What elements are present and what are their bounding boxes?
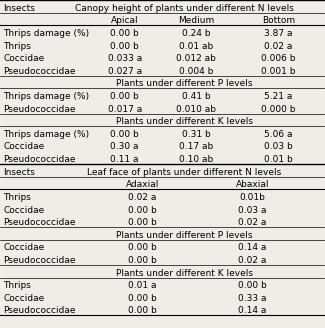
Text: 0.01b: 0.01b: [240, 193, 266, 202]
Text: 0.017 a: 0.017 a: [108, 105, 142, 113]
Text: 0.31 b: 0.31 b: [182, 130, 210, 139]
Text: 0.001 b: 0.001 b: [261, 67, 296, 76]
Text: 0.41 b: 0.41 b: [182, 92, 210, 101]
Text: Adaxial: Adaxial: [126, 180, 159, 189]
Text: 0.17 ab: 0.17 ab: [179, 142, 213, 152]
Text: Thrips damage (%): Thrips damage (%): [3, 92, 89, 101]
Text: Bottom: Bottom: [262, 16, 295, 25]
Text: Abaxial: Abaxial: [236, 180, 269, 189]
Text: Coccidae: Coccidae: [3, 243, 45, 252]
Text: Thrips: Thrips: [3, 193, 31, 202]
Text: 0.01 b: 0.01 b: [264, 155, 293, 164]
Text: 0.11 a: 0.11 a: [111, 155, 139, 164]
Text: 0.00 b: 0.00 b: [110, 92, 139, 101]
Text: 5.21 a: 5.21 a: [264, 92, 293, 101]
Text: 0.012 ab: 0.012 ab: [176, 54, 216, 63]
Text: 0.00 b: 0.00 b: [110, 130, 139, 139]
Text: 0.033 a: 0.033 a: [108, 54, 142, 63]
Text: Pseudococcidae: Pseudococcidae: [3, 67, 76, 76]
Text: 0.02 a: 0.02 a: [239, 218, 267, 227]
Text: 0.03 b: 0.03 b: [264, 142, 293, 152]
Text: Plants under different P levels: Plants under different P levels: [116, 79, 253, 88]
Text: Plants under different K levels: Plants under different K levels: [116, 269, 253, 277]
Text: 0.000 b: 0.000 b: [261, 105, 296, 113]
Text: Pseudococcidae: Pseudococcidae: [3, 105, 76, 113]
Text: 0.00 b: 0.00 b: [128, 306, 157, 316]
Text: Thrips damage (%): Thrips damage (%): [3, 29, 89, 38]
Text: 0.10 ab: 0.10 ab: [179, 155, 213, 164]
Text: 0.00 b: 0.00 b: [128, 256, 157, 265]
Text: Coccidae: Coccidae: [3, 142, 45, 152]
Text: 0.004 b: 0.004 b: [179, 67, 213, 76]
Text: 0.00 b: 0.00 b: [110, 42, 139, 51]
Text: 3.87 a: 3.87 a: [264, 29, 293, 38]
Text: 0.00 b: 0.00 b: [128, 243, 157, 252]
Text: Plants under different K levels: Plants under different K levels: [116, 117, 253, 126]
Text: Coccidae: Coccidae: [3, 294, 45, 303]
Text: Plants under different P levels: Plants under different P levels: [116, 231, 253, 240]
Text: 0.00 b: 0.00 b: [110, 29, 139, 38]
Text: 0.03 a: 0.03 a: [238, 206, 267, 215]
Text: Thrips damage (%): Thrips damage (%): [3, 130, 89, 139]
Text: 0.006 b: 0.006 b: [261, 54, 296, 63]
Text: Thrips: Thrips: [3, 281, 31, 290]
Text: 5.06 a: 5.06 a: [264, 130, 293, 139]
Text: Canopy height of plants under different N levels: Canopy height of plants under different …: [75, 4, 294, 13]
Text: 0.24 b: 0.24 b: [182, 29, 210, 38]
Text: 0.14 a: 0.14 a: [239, 243, 267, 252]
Text: 0.00 b: 0.00 b: [128, 294, 157, 303]
Text: Apical: Apical: [111, 16, 138, 25]
Text: 0.30 a: 0.30 a: [111, 142, 139, 152]
Text: 0.010 ab: 0.010 ab: [176, 105, 216, 113]
Text: Thrips: Thrips: [3, 42, 31, 51]
Text: 0.00 b: 0.00 b: [128, 218, 157, 227]
Text: Insects: Insects: [3, 168, 35, 177]
Text: Pseudococcidae: Pseudococcidae: [3, 256, 76, 265]
Text: Medium: Medium: [178, 16, 214, 25]
Text: 0.33 a: 0.33 a: [238, 294, 267, 303]
Text: Insects: Insects: [3, 4, 35, 13]
Text: Leaf face of plants under different N levels: Leaf face of plants under different N le…: [87, 168, 282, 177]
Text: 0.02 a: 0.02 a: [128, 193, 157, 202]
Text: 0.00 b: 0.00 b: [128, 206, 157, 215]
Text: 0.027 a: 0.027 a: [108, 67, 142, 76]
Text: 0.14 a: 0.14 a: [239, 306, 267, 316]
Text: Coccidae: Coccidae: [3, 206, 45, 215]
Text: Pseudococcidae: Pseudococcidae: [3, 218, 76, 227]
Text: 0.00 b: 0.00 b: [238, 281, 267, 290]
Text: 0.02 a: 0.02 a: [239, 256, 267, 265]
Text: 0.01 a: 0.01 a: [128, 281, 157, 290]
Text: 0.01 ab: 0.01 ab: [179, 42, 213, 51]
Text: Coccidae: Coccidae: [3, 54, 45, 63]
Text: 0.02 a: 0.02 a: [264, 42, 293, 51]
Text: Pseudococcidae: Pseudococcidae: [3, 306, 76, 316]
Text: Pseudococcidae: Pseudococcidae: [3, 155, 76, 164]
